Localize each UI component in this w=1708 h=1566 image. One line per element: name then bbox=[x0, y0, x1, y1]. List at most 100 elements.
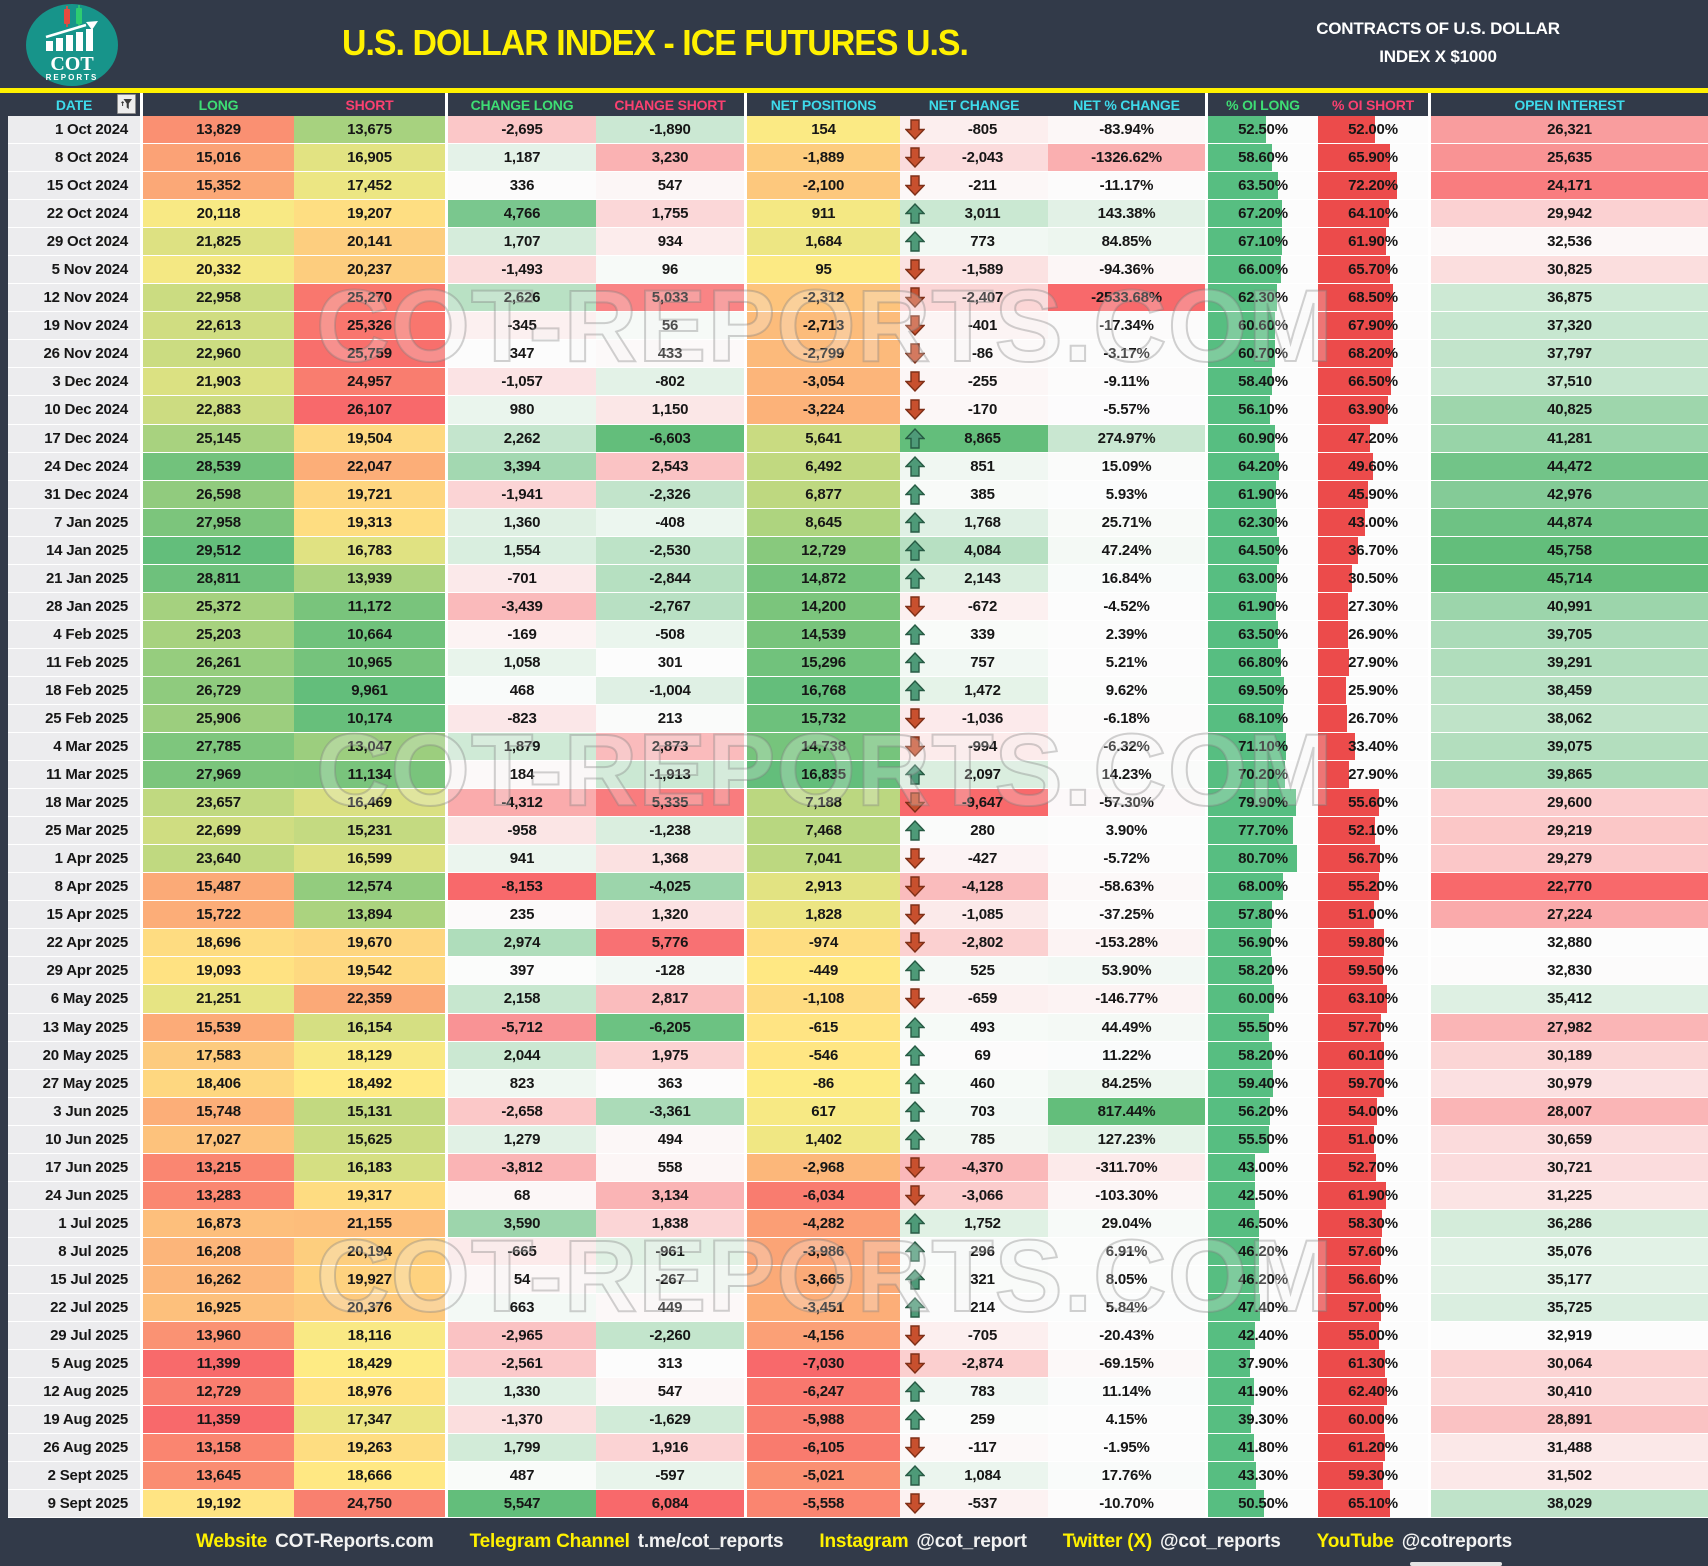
net-positions-cell: -5,988 bbox=[747, 1406, 900, 1434]
net-positions-cell: 16,768 bbox=[747, 676, 900, 704]
column-separator bbox=[445, 901, 448, 929]
table-row: 8 Apr 2025 15,487 12,574 -8,153 -4,025 2,913-… bbox=[8, 873, 1708, 902]
yellow-divider bbox=[0, 88, 1708, 93]
table-row: 4 Mar 2025 27,785 13,047 1,879 2,873 14,738 -9… bbox=[8, 733, 1708, 762]
oi-short-bar-fill bbox=[1318, 424, 1370, 452]
filter-funnel-icon bbox=[120, 98, 132, 109]
footer-link-instagram[interactable]: Instagram @cot_report bbox=[819, 1531, 1027, 1552]
column-separator bbox=[744, 1490, 747, 1518]
column-separator bbox=[140, 1209, 143, 1237]
long-cell: 16,208 bbox=[143, 1237, 294, 1265]
net-change-up-icon bbox=[905, 1100, 925, 1122]
oi-long-bar: 80.70% bbox=[1208, 845, 1318, 873]
net-change-up-icon bbox=[905, 567, 925, 589]
column-separator bbox=[744, 564, 747, 592]
net-positions-cell: 154 bbox=[747, 116, 900, 144]
short-cell: 25,270 bbox=[294, 284, 445, 312]
net-change-up-icon bbox=[905, 231, 925, 252]
oi-short-bar-fill bbox=[1318, 508, 1366, 536]
column-separator bbox=[140, 1097, 143, 1125]
open-interest-cell: 36,875 bbox=[1431, 284, 1708, 312]
column-separator bbox=[140, 396, 143, 424]
column-separator bbox=[445, 1153, 448, 1181]
short-cell: 20,376 bbox=[294, 1293, 445, 1322]
column-separator bbox=[445, 1209, 448, 1237]
oi-long-bar: 64.50% bbox=[1208, 536, 1318, 564]
net-change-cell: 493 bbox=[900, 1013, 1048, 1041]
open-interest-cell: 38,062 bbox=[1431, 704, 1708, 733]
date-cell: 10 Jun 2025 bbox=[8, 1125, 140, 1153]
long-cell: 25,145 bbox=[143, 424, 294, 452]
long-cell: 16,925 bbox=[143, 1293, 294, 1322]
date-filter-button[interactable] bbox=[117, 94, 136, 114]
long-cell: 13,283 bbox=[143, 1181, 294, 1209]
open-interest-cell: 35,725 bbox=[1431, 1293, 1708, 1322]
date-cell: 17 Dec 2024 bbox=[8, 424, 140, 452]
oi-long-bar: 52.50% bbox=[1208, 116, 1318, 144]
table-row: 22 Jul 2025 16,925 20,376 663 449 -3,451 214 5.… bbox=[8, 1293, 1708, 1323]
column-separator bbox=[445, 93, 448, 116]
column-separator bbox=[1428, 1069, 1431, 1097]
footer-link-telegram-channel[interactable]: Telegram Channel t.me/cot_reports bbox=[469, 1531, 784, 1552]
footer-link-youtube[interactable]: YouTube @cotreports bbox=[1316, 1531, 1513, 1552]
net-change-cell: -705 bbox=[900, 1322, 1048, 1350]
column-separator bbox=[140, 368, 143, 396]
column-separator bbox=[1205, 1209, 1208, 1237]
change-long-cell: 54 bbox=[448, 1265, 596, 1293]
short-cell: 9,961 bbox=[294, 676, 445, 704]
net-change-cell: -4,128 bbox=[900, 873, 1048, 901]
oi-short-bar: 51.00% bbox=[1318, 901, 1428, 929]
net-positions-cell: 14,200 bbox=[747, 592, 900, 620]
net-positions-cell: 2,913 bbox=[747, 873, 900, 901]
column-separator bbox=[445, 1041, 448, 1069]
change-long-cell: 184 bbox=[448, 761, 596, 789]
table-row: 13 May 2025 15,539 16,154 -5,712 -6,205 -615 4… bbox=[8, 1013, 1708, 1042]
column-separator bbox=[140, 985, 143, 1013]
column-separator bbox=[1205, 452, 1208, 480]
column-separator bbox=[1428, 592, 1431, 620]
long-cell: 13,645 bbox=[143, 1462, 294, 1490]
net-positions-cell: 12,729 bbox=[747, 536, 900, 564]
table-row: 17 Dec 2024 25,145 19,504 2,262 -6,603 5,641 8… bbox=[8, 424, 1708, 453]
long-cell: 17,583 bbox=[143, 1041, 294, 1069]
oi-long-bar: 42.50% bbox=[1208, 1181, 1318, 1209]
net-pct-change-cell: 47.24% bbox=[1048, 536, 1205, 564]
oi-long-bar: 47.40% bbox=[1208, 1293, 1318, 1322]
oi-short-bar-fill bbox=[1318, 1406, 1384, 1434]
column-separator bbox=[744, 957, 747, 985]
net-change-cell: 525 bbox=[900, 957, 1048, 985]
net-change-cell: 214 bbox=[900, 1293, 1048, 1322]
table-row: 24 Dec 2024 28,539 22,047 3,394 2,543 6,492 85… bbox=[8, 452, 1708, 481]
oi-short-bar: 55.60% bbox=[1318, 789, 1428, 817]
net-pct-change-cell: 25.71% bbox=[1048, 508, 1205, 536]
column-separator bbox=[1205, 396, 1208, 424]
footer-link-twitter-x[interactable]: Twitter (X) @cot_reports bbox=[1062, 1531, 1281, 1552]
short-cell: 12,574 bbox=[294, 873, 445, 901]
oi-long-bar-fill bbox=[1208, 1265, 1259, 1293]
short-cell: 19,542 bbox=[294, 957, 445, 985]
net-pct-change-cell: -4.52% bbox=[1048, 592, 1205, 620]
table-row: 28 Jan 2025 25,372 11,172 -3,439 -2,767 14,20… bbox=[8, 592, 1708, 621]
change-short-cell: -267 bbox=[596, 1265, 744, 1293]
open-interest-cell: 45,714 bbox=[1431, 564, 1708, 592]
net-change-cell: -117 bbox=[900, 1434, 1048, 1462]
oi-short-bar-fill bbox=[1318, 116, 1376, 144]
net-change-down-icon bbox=[905, 876, 925, 898]
net-change-cell: 280 bbox=[900, 817, 1048, 845]
oi-long-bar: 63.00% bbox=[1208, 564, 1318, 592]
net-change-down-icon bbox=[905, 371, 925, 393]
footer-link-website[interactable]: Website COT-Reports.com bbox=[195, 1531, 434, 1552]
date-cell: 25 Feb 2025 bbox=[8, 704, 140, 733]
open-interest-cell: 37,797 bbox=[1431, 340, 1708, 368]
oi-long-bar: 68.10% bbox=[1208, 704, 1318, 733]
change-short-cell: 1,368 bbox=[596, 845, 744, 873]
column-separator bbox=[744, 536, 747, 564]
net-pct-change-cell: -153.28% bbox=[1048, 929, 1205, 957]
net-change-cell: -537 bbox=[900, 1490, 1048, 1518]
net-positions-cell: 911 bbox=[747, 200, 900, 228]
open-interest-cell: 29,600 bbox=[1431, 789, 1708, 817]
oi-long-bar-fill bbox=[1208, 761, 1286, 789]
net-change-cell: -9,647 bbox=[900, 789, 1048, 817]
column-separator bbox=[1428, 1490, 1431, 1518]
column-separator bbox=[1205, 733, 1208, 761]
